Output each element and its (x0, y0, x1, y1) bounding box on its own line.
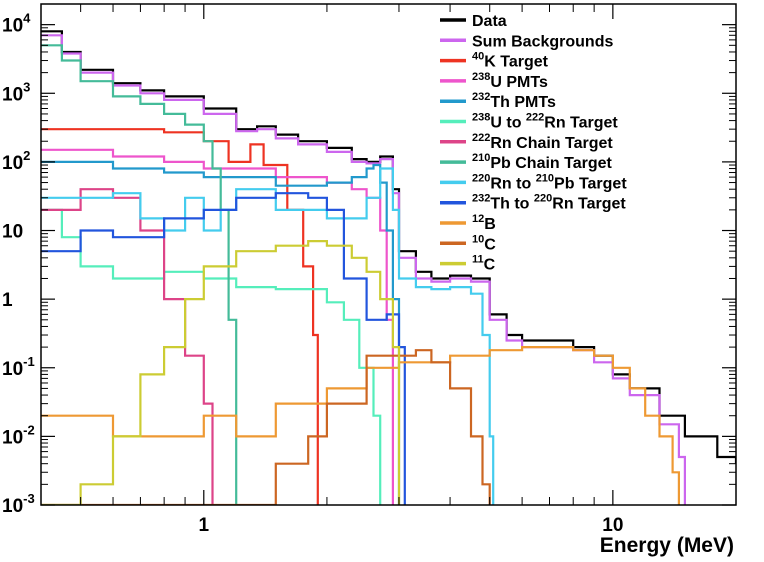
y-tick-label: 10-3 (2, 491, 35, 517)
x-tick-label: 1 (198, 515, 209, 536)
legend-entry: 12B (472, 213, 496, 233)
legend-entry: 210Pb Chain Target (472, 152, 613, 172)
y-tick-label: 102 (2, 148, 30, 174)
y-tick-label: 104 (2, 11, 31, 37)
legend-entry: 220Rn to 210Pb Target (472, 172, 627, 192)
series-line-10c (41, 349, 491, 505)
series-line-232th-pmts (41, 160, 401, 505)
y-tick-label: 10 (2, 222, 23, 243)
legend-entry: 238U to 222Rn Target (472, 112, 618, 132)
y-tick-label: 10-1 (2, 354, 35, 380)
y-tick-label: 10-2 (2, 422, 35, 448)
legend-entry: 238U PMTs (472, 71, 548, 91)
series-line-232th-to-rn-target220 (41, 192, 406, 505)
legend-entry: 11C (472, 254, 496, 274)
series-layer (41, 30, 736, 505)
series-line-12b (41, 346, 680, 505)
series-line-sum-backgrounds (41, 34, 686, 505)
series-line-220rn-to-pb-target210 (41, 167, 495, 505)
legend-entry: 232Th to 220Rn Target (472, 193, 626, 213)
plot-frame (40, 3, 737, 506)
x-axis-label: Energy (MeV) (600, 534, 734, 557)
x-tick-label: 10 (602, 515, 623, 536)
legend-entry: Sum Backgrounds (472, 33, 613, 50)
series-line-238u-to-rn-target222 (41, 208, 382, 505)
axis-ticks: 1 10 10-3 10-2 10-1 1 10 102 103 104 (2, 4, 737, 536)
legend-entry: Data (472, 13, 507, 30)
legend-entry: 232Th PMTs (472, 91, 556, 111)
y-tick-label: 1 (2, 290, 13, 311)
legend-entry: 10C (472, 233, 496, 253)
series-line-11c (41, 240, 401, 505)
legend-entry: 40K Target (472, 51, 549, 71)
y-tick-label: 103 (2, 79, 30, 105)
series-line-40k-target (41, 128, 319, 505)
legend-entry: 222Rn Chain Target (472, 132, 613, 152)
